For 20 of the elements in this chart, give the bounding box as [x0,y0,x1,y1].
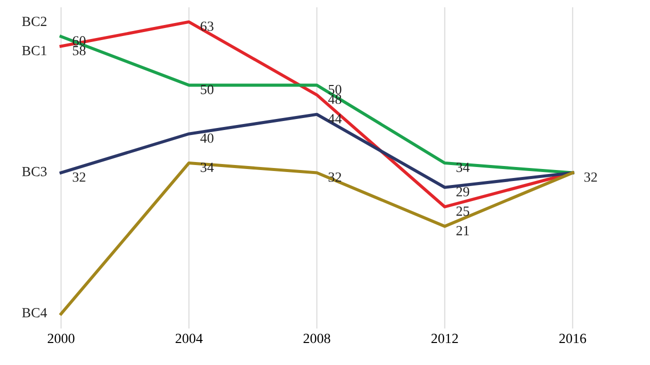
data-label: 29 [456,187,470,196]
series-label: BC1 [22,46,46,56]
data-label: 50 [328,84,342,94]
data-label: 32 [584,172,597,182]
series-label: BC2 [22,16,46,26]
x-tick-label: 2012 [431,334,458,344]
data-label: 50 [200,84,214,94]
data-label: 63 [200,22,214,31]
series-label: BC3 [22,166,47,176]
x-tick-label: 2008 [304,334,330,344]
data-label: 25 [456,206,470,216]
data-label: 58 [72,46,86,56]
data-label: 40 [200,133,214,143]
data-label: 60 [72,36,86,46]
series-label: BC4 [22,308,47,318]
x-tick-label: 2016 [559,334,586,344]
data-label: 32 [72,172,86,182]
data-label: 21 [456,226,469,236]
x-tick-label: 2000 [48,334,74,344]
x-tick-label: 2004 [176,334,203,344]
